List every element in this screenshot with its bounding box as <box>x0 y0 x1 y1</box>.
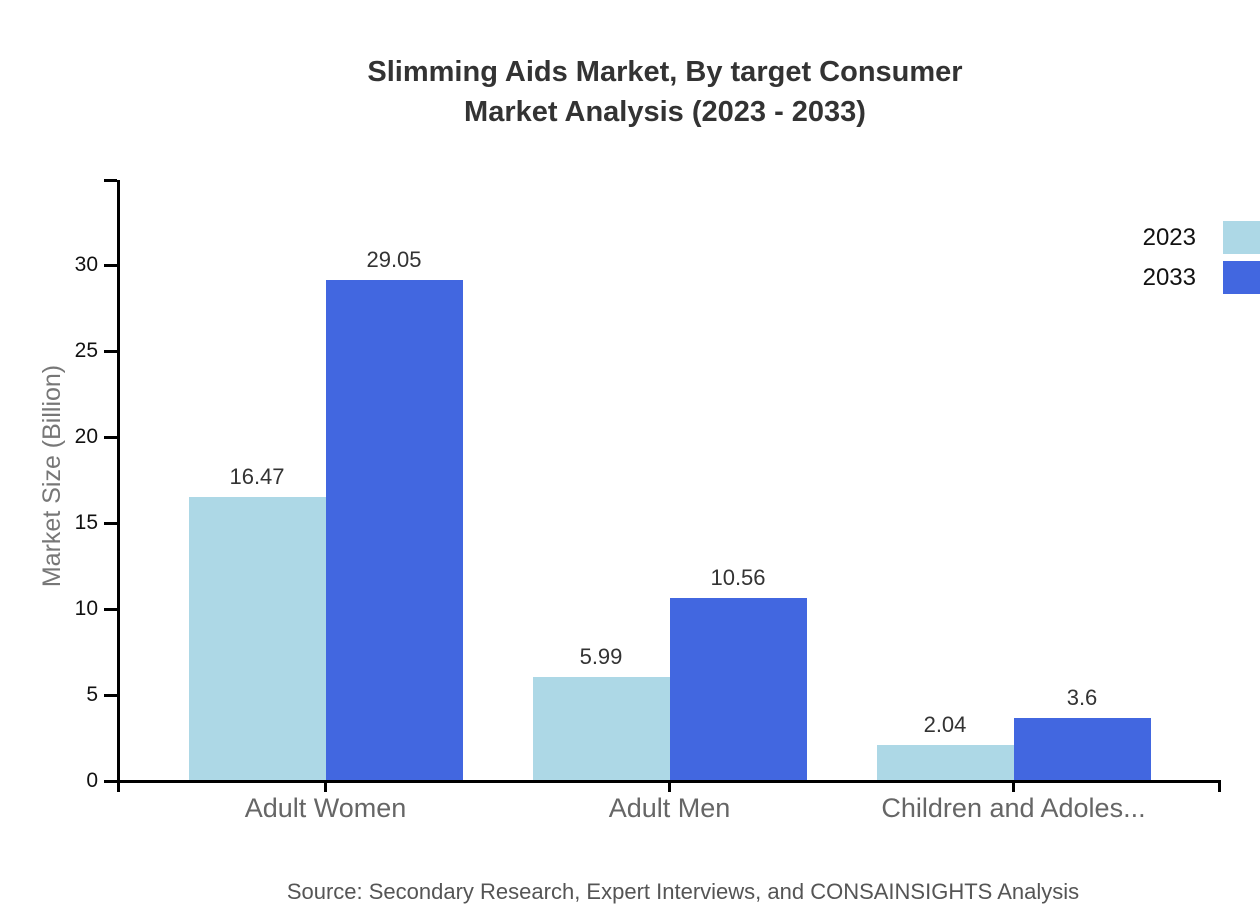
legend-label: 2033 <box>1142 264 1196 291</box>
bar-2023 <box>876 745 1014 780</box>
y-tick-label: 25 <box>74 339 98 362</box>
y-tick-label: 0 <box>86 769 98 792</box>
source-note: Source: Secondary Research, Expert Inter… <box>286 879 1080 904</box>
bar-2033 <box>325 280 463 780</box>
y-tick-label: 5 <box>86 683 98 706</box>
y-tick <box>104 779 117 783</box>
y-tick <box>104 693 117 697</box>
chart-title-line2: Market Analysis (2023 - 2033) <box>464 96 866 128</box>
y-tick-label: 20 <box>74 425 98 448</box>
y-axis-top-cap <box>104 179 117 182</box>
y-tick-label: 30 <box>74 253 98 276</box>
category-label: Adult Women <box>244 793 407 823</box>
bar-value-label: 10.56 <box>710 565 766 590</box>
y-tick-label: 10 <box>74 597 98 620</box>
y-axis-title: Market Size (Billion) <box>38 364 66 588</box>
bar-value-label: 29.05 <box>366 247 422 272</box>
bar-2033 <box>669 598 807 780</box>
bar-value-label: 5.99 <box>579 644 623 669</box>
x-axis-end-cap <box>1218 780 1221 792</box>
chart-title: Slimming Aids Market, By target Consumer… <box>70 52 1260 132</box>
category-label: Children and Adoles... <box>881 793 1146 823</box>
bar-value-label: 2.04 <box>923 712 967 737</box>
legend-label: 2023 <box>1142 224 1196 251</box>
x-axis-line <box>117 780 1221 783</box>
category-label: Adult Men <box>608 793 731 823</box>
bar-2023 <box>188 497 326 780</box>
x-tick <box>668 783 671 792</box>
chart-title-line1: Slimming Aids Market, By target Consumer <box>367 56 963 88</box>
y-tick <box>104 521 117 525</box>
y-tick <box>104 607 117 611</box>
y-tick <box>104 263 117 267</box>
x-tick <box>1012 783 1015 792</box>
y-axis-line <box>117 180 120 792</box>
bar-2033 <box>1013 718 1151 780</box>
y-tick-label: 15 <box>74 511 98 534</box>
bar-value-label: 3.6 <box>1066 685 1098 710</box>
bar-2023 <box>532 677 670 780</box>
y-tick <box>104 435 117 439</box>
x-tick <box>324 783 327 792</box>
y-tick <box>104 349 117 353</box>
legend-swatch-2023 <box>1223 221 1260 254</box>
bar-value-label: 16.47 <box>229 464 285 489</box>
legend-swatch-2033 <box>1223 261 1260 294</box>
